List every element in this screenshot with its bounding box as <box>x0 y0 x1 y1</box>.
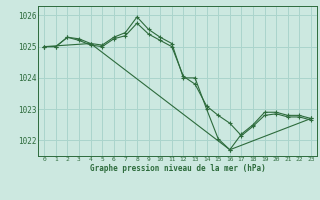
X-axis label: Graphe pression niveau de la mer (hPa): Graphe pression niveau de la mer (hPa) <box>90 164 266 173</box>
